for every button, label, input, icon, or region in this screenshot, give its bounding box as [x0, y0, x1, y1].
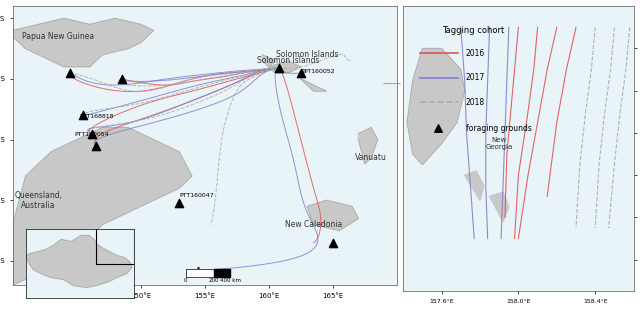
Polygon shape [13, 127, 192, 285]
Polygon shape [407, 48, 465, 165]
Text: PTT160054: PTT160054 [74, 132, 109, 137]
Point [116, 77, 127, 82]
Point [433, 126, 444, 131]
Text: Vanuatu: Vanuatu [355, 153, 387, 162]
Text: foraging grounds: foraging grounds [466, 124, 532, 133]
Text: 2016: 2016 [466, 49, 485, 58]
Text: Queensland,
Australia: Queensland, Australia [15, 191, 63, 210]
Polygon shape [307, 200, 358, 231]
Text: PTT160047: PTT160047 [179, 193, 214, 198]
Text: Tagging cohort: Tagging cohort [442, 26, 505, 35]
Text: New
Georgia: New Georgia [486, 137, 513, 150]
Bar [97, 217, 134, 264]
Text: 0: 0 [184, 277, 188, 282]
Text: PTT168818: PTT168818 [79, 114, 114, 119]
Polygon shape [262, 55, 275, 67]
Text: 2017: 2017 [466, 73, 485, 82]
Point [296, 70, 306, 75]
Point [78, 113, 88, 118]
Text: PTT160052: PTT160052 [301, 69, 335, 74]
Polygon shape [269, 61, 301, 73]
Point [174, 200, 184, 205]
Point [87, 131, 97, 136]
Polygon shape [13, 18, 154, 67]
Polygon shape [490, 192, 509, 222]
Polygon shape [301, 79, 326, 91]
Text: 200: 200 [209, 277, 220, 282]
Polygon shape [358, 127, 378, 164]
Point [193, 268, 204, 273]
Text: 400 km: 400 km [220, 277, 241, 282]
Point [91, 143, 101, 148]
Text: Solomon Islands: Solomon Islands [257, 56, 319, 65]
Polygon shape [465, 171, 484, 201]
Text: Solomon Islands: Solomon Islands [276, 50, 339, 59]
Point [65, 70, 76, 75]
Point [328, 240, 338, 245]
Text: New Caledonia: New Caledonia [285, 220, 342, 229]
Polygon shape [26, 235, 132, 288]
Point [274, 66, 284, 71]
Text: Papua New Guinea: Papua New Guinea [22, 32, 93, 41]
Text: 2018: 2018 [466, 98, 485, 107]
